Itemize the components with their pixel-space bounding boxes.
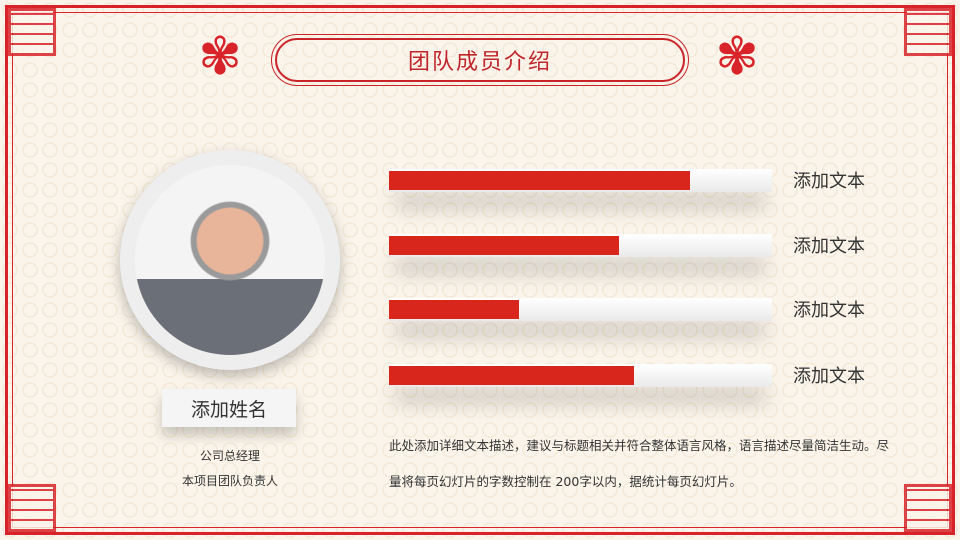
progress-fill [389,366,635,385]
corner-ornament [904,8,952,56]
progress-label: 添加文本 [793,236,865,257]
progress-bar [389,298,772,321]
progress-label: 添加文本 [793,171,865,192]
progress-label: 添加文本 [793,366,865,387]
corner-ornament [8,484,56,532]
title-frame: 团队成员介绍 [271,34,689,86]
progress-bar [389,234,772,257]
progress-bar [389,364,772,387]
avatar [135,165,325,355]
member-name: 添加姓名 [162,389,296,427]
progress-fill [389,171,691,190]
member-role: 公司总经理 [199,449,260,463]
progress-bar [389,169,772,192]
papercut-right-icon: ✾ [715,27,759,87]
papercut-left-icon: ✾ [198,27,242,87]
inner-border [12,12,948,528]
outer-border [5,5,955,535]
member-role: 本项目团队负责人 [181,474,278,488]
progress-label: 添加文本 [793,300,865,321]
page-title: 团队成员介绍 [407,50,552,75]
avatar-frame [120,150,340,370]
progress-fill [389,300,520,319]
progress-fill [389,236,619,255]
description: 此处添加详细文本描述，建议与标题相关并符合整体语言风格，语言描述尽量简洁生动。尽… [389,438,890,489]
corner-ornament [904,484,952,532]
corner-ornament [8,8,56,56]
